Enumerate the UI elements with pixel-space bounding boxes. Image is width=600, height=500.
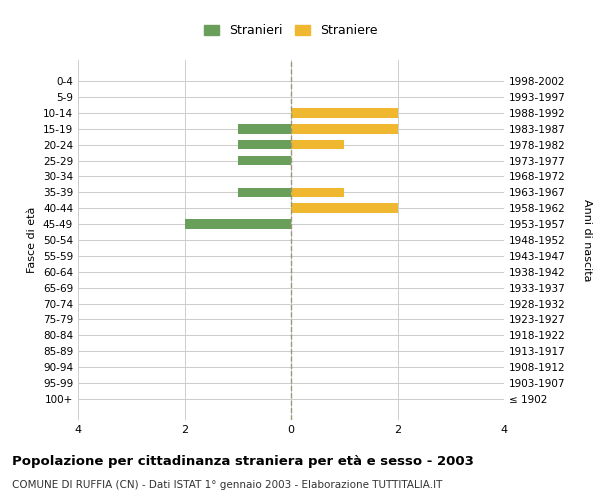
Y-axis label: Anni di nascita: Anni di nascita [582,198,592,281]
Bar [238,124,291,134]
Legend: Stranieri, Straniere: Stranieri, Straniere [199,20,383,42]
Bar [291,204,398,213]
Bar [291,124,398,134]
Text: COMUNE DI RUFFIA (CN) - Dati ISTAT 1° gennaio 2003 - Elaborazione TUTTITALIA.IT: COMUNE DI RUFFIA (CN) - Dati ISTAT 1° ge… [12,480,442,490]
Text: Popolazione per cittadinanza straniera per età e sesso - 2003: Popolazione per cittadinanza straniera p… [12,455,474,468]
Bar [238,188,291,197]
Bar [291,188,344,197]
Y-axis label: Fasce di età: Fasce di età [28,207,37,273]
Bar [291,108,398,118]
Bar [238,140,291,149]
Bar [185,220,291,229]
Bar [238,156,291,166]
Bar [291,140,344,149]
